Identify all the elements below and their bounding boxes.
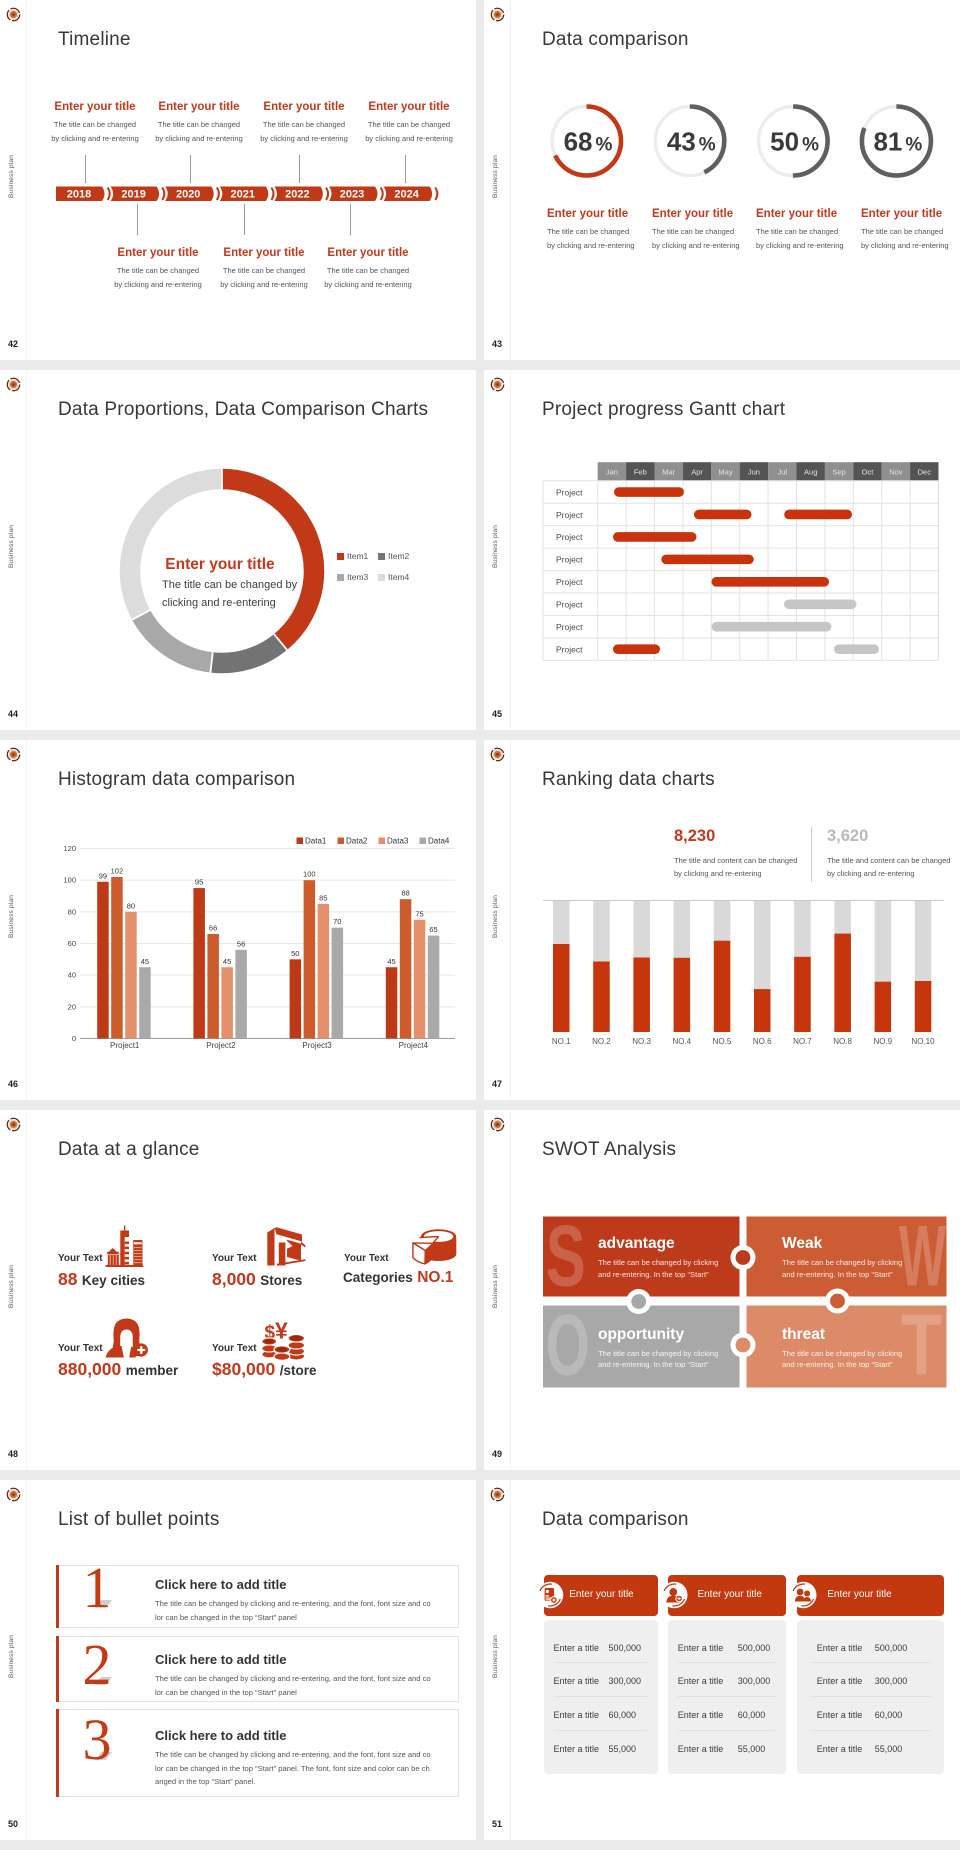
- svg-text:85: 85: [319, 893, 327, 902]
- svg-text:O: O: [546, 1298, 590, 1394]
- svg-text:2023: 2023: [340, 189, 364, 201]
- svg-text:120: 120: [63, 844, 76, 853]
- svg-text:40: 40: [68, 971, 76, 980]
- svg-text:Aug: Aug: [804, 468, 817, 477]
- svg-text:Data4: Data4: [428, 837, 450, 846]
- svg-text:0: 0: [72, 1034, 76, 1043]
- svg-text:56: 56: [237, 939, 245, 948]
- svg-text:NO.5: NO.5: [713, 1037, 732, 1046]
- svg-text:Project: Project: [556, 555, 583, 565]
- svg-text:75: 75: [415, 909, 423, 918]
- svg-text:65: 65: [429, 925, 437, 934]
- svg-text:NO.3: NO.3: [632, 1037, 651, 1046]
- svg-text:NO.2: NO.2: [592, 1037, 611, 1046]
- svg-text:Nov: Nov: [889, 468, 903, 477]
- svg-text:43: 43: [667, 127, 696, 157]
- svg-text:45: 45: [141, 957, 149, 966]
- svg-text:NO.4: NO.4: [672, 1037, 691, 1046]
- svg-text:Project3: Project3: [302, 1041, 332, 1050]
- svg-text:Sep: Sep: [832, 468, 845, 477]
- svg-text:Project: Project: [556, 532, 583, 542]
- svg-text:Oct: Oct: [862, 468, 875, 477]
- svg-text:99: 99: [99, 871, 107, 880]
- svg-text:20: 20: [68, 1002, 76, 1011]
- svg-text:Jan: Jan: [606, 468, 618, 477]
- svg-text:70: 70: [333, 917, 341, 926]
- svg-text:Apr: Apr: [691, 468, 703, 477]
- svg-text:100: 100: [303, 870, 316, 879]
- svg-text:%: %: [699, 135, 716, 156]
- svg-text:$: $: [265, 1323, 276, 1344]
- svg-text:88: 88: [401, 889, 409, 898]
- svg-text:60: 60: [68, 939, 76, 948]
- svg-text:Data1: Data1: [305, 837, 327, 846]
- svg-text:66: 66: [209, 924, 217, 933]
- svg-text:Jul: Jul: [778, 468, 788, 477]
- svg-text:2022: 2022: [285, 189, 309, 201]
- svg-text:81: 81: [873, 127, 902, 157]
- svg-text:Feb: Feb: [634, 468, 647, 477]
- svg-text:Dec: Dec: [918, 468, 932, 477]
- svg-text:2019: 2019: [121, 189, 145, 201]
- svg-text:May: May: [718, 468, 732, 477]
- svg-text:Data3: Data3: [387, 837, 409, 846]
- svg-text:Project: Project: [556, 644, 583, 654]
- svg-text:80: 80: [68, 907, 76, 916]
- svg-text:Project: Project: [556, 622, 583, 632]
- svg-text:Project4: Project4: [399, 1041, 429, 1050]
- svg-text:NO.7: NO.7: [793, 1037, 812, 1046]
- svg-text:95: 95: [195, 878, 203, 887]
- svg-text:NO.8: NO.8: [833, 1037, 852, 1046]
- svg-text:Project2: Project2: [206, 1041, 236, 1050]
- svg-text:Project: Project: [556, 577, 583, 587]
- svg-text:100: 100: [63, 876, 76, 885]
- svg-text:¥: ¥: [275, 1318, 288, 1344]
- svg-text:T: T: [901, 1298, 942, 1394]
- svg-text:Project: Project: [556, 510, 583, 520]
- svg-text:NO.6: NO.6: [753, 1037, 772, 1046]
- svg-text:Project1: Project1: [110, 1041, 140, 1050]
- svg-text:Project: Project: [556, 600, 583, 610]
- svg-text:%: %: [596, 135, 613, 156]
- svg-text:2021: 2021: [231, 189, 255, 201]
- svg-text:80: 80: [127, 901, 135, 910]
- svg-text:102: 102: [111, 867, 124, 876]
- svg-text:50: 50: [770, 127, 799, 157]
- svg-text:45: 45: [223, 957, 231, 966]
- svg-text:W: W: [899, 1209, 946, 1305]
- svg-text:NO.1: NO.1: [552, 1037, 571, 1046]
- svg-text:Data2: Data2: [346, 837, 368, 846]
- svg-text:%: %: [905, 135, 922, 156]
- svg-text:Mar: Mar: [662, 468, 675, 477]
- svg-text:Project: Project: [556, 487, 583, 497]
- svg-text:68: 68: [564, 127, 593, 157]
- svg-text:NO.10: NO.10: [911, 1037, 935, 1046]
- svg-text:Jun: Jun: [748, 468, 760, 477]
- svg-text:45: 45: [387, 957, 395, 966]
- svg-text:NO.9: NO.9: [873, 1037, 892, 1046]
- svg-text:2024: 2024: [394, 189, 419, 201]
- svg-text:50: 50: [291, 949, 299, 958]
- svg-text:2018: 2018: [67, 189, 91, 201]
- svg-text:%: %: [802, 135, 819, 156]
- svg-text:S: S: [546, 1209, 586, 1305]
- svg-text:2020: 2020: [176, 189, 200, 201]
